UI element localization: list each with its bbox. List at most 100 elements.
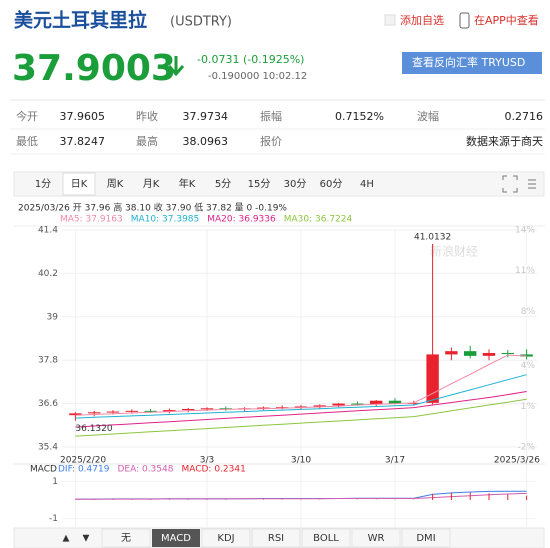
ma-line xyxy=(75,398,527,437)
y2-tick-label: 1% xyxy=(521,402,536,412)
period-tab[interactable]: 日K xyxy=(71,179,88,190)
stat-value: 0.2716 xyxy=(505,110,544,123)
stat-value: 37.9605 xyxy=(60,110,106,123)
indicator-tab[interactable] xyxy=(251,528,301,548)
y-tick-label: 37.8 xyxy=(38,356,58,366)
period-tab[interactable]: 月K xyxy=(143,178,160,190)
x-tick-label: 2025/3/26 xyxy=(494,456,540,466)
app-view[interactable]: 在APP中查看 xyxy=(474,13,539,27)
candle-body xyxy=(351,403,364,405)
indicator-tab[interactable] xyxy=(351,528,401,548)
stat-label: 最高 xyxy=(136,134,158,148)
y-tick-label: 36.6 xyxy=(38,399,58,409)
y2-tick-label: 4% xyxy=(521,361,536,371)
period-tab[interactable]: 年K xyxy=(179,177,196,190)
candle-body xyxy=(445,351,458,355)
tab-active[interactable] xyxy=(62,172,96,196)
candle-body xyxy=(200,408,214,410)
period-tab[interactable]: 4H xyxy=(360,179,374,190)
stat-value: 0.7152% xyxy=(335,110,384,123)
x-tick-label: 3/17 xyxy=(385,456,405,466)
candle-body xyxy=(294,406,308,408)
y-tick-label: -1 xyxy=(49,514,58,524)
indicator-tab-label[interactable]: MACD xyxy=(161,533,191,544)
fullscreen-icons[interactable] xyxy=(502,175,536,193)
sub-change: -0.190000 10:02.12 xyxy=(208,71,307,82)
reverse-button-text[interactable]: 查看反向汇率 TRYUSD xyxy=(412,55,525,69)
x-tick-label: 3/3 xyxy=(200,456,214,466)
candle-body xyxy=(520,354,533,357)
y-tick-label: 41.4 xyxy=(38,226,58,236)
period-tab[interactable]: 30分 xyxy=(284,178,307,190)
legend-entry: DIF: 0.4719 xyxy=(58,465,110,475)
candle-body xyxy=(501,352,515,355)
legend-entry: MA20: 36.9336 xyxy=(207,215,276,225)
candle-body xyxy=(125,410,139,412)
y2-tick-label: 8% xyxy=(521,307,536,317)
indicator-tab-active[interactable] xyxy=(152,529,200,547)
indicator-tab-label[interactable]: DMI xyxy=(416,533,435,544)
indicator-tab[interactable] xyxy=(301,528,351,548)
candle-body xyxy=(313,405,327,407)
indicator-tab[interactable] xyxy=(201,528,251,548)
stat-value: 38.0963 xyxy=(183,135,229,148)
stat-label: 昨收 xyxy=(136,109,158,123)
stat-value: 37.8247 xyxy=(60,135,106,148)
macd-title: MACD xyxy=(30,465,57,475)
stat-label: 报价 xyxy=(260,134,282,148)
ma-line xyxy=(75,354,527,416)
change: -0.0731 (-0.1925%) xyxy=(197,53,304,66)
period-tab[interactable]: 15分 xyxy=(248,178,271,190)
indicator-tab-label[interactable]: KDJ xyxy=(217,533,234,544)
ma-line xyxy=(75,391,527,428)
indicator-bar xyxy=(13,527,545,548)
candle-body xyxy=(257,407,270,409)
scroll-up[interactable]: ▲ xyxy=(63,534,70,544)
ma-line xyxy=(75,374,527,419)
stat-value: 37.9734 xyxy=(183,110,229,123)
watermark: 新浪财经 xyxy=(430,244,478,259)
indicator-tab-label[interactable]: 无 xyxy=(121,533,131,544)
legend-entry: MA5: 37.9163 xyxy=(60,215,123,225)
indicator-tab-label[interactable]: BOLL xyxy=(313,533,339,544)
y-tick-label: 40.2 xyxy=(38,269,58,279)
add-watch[interactable]: 添加自选 xyxy=(400,13,444,27)
candle-body xyxy=(275,407,289,409)
y2-tick-label: 11% xyxy=(515,266,535,276)
code: (USDTRY) xyxy=(170,15,232,30)
checkbox-icon[interactable] xyxy=(384,14,396,26)
min-label: 36.1320 xyxy=(75,424,112,434)
y-tick-label: 35.4 xyxy=(38,443,58,453)
candle-body xyxy=(369,400,383,405)
price: 37.9003 xyxy=(12,48,176,89)
y-tick-label: 1 xyxy=(52,477,58,487)
period-tab[interactable]: 1分 xyxy=(35,178,51,190)
candle-body xyxy=(463,351,477,356)
max-label: 41.0132 xyxy=(414,232,451,242)
indicator-tab[interactable] xyxy=(401,528,451,548)
candle-body xyxy=(163,410,176,412)
indicator-tab-label[interactable]: RSI xyxy=(268,533,284,544)
reverse-button[interactable] xyxy=(402,52,542,74)
down-arrow xyxy=(167,56,185,77)
legend-entry: DEA: 0.3548 xyxy=(117,465,173,475)
x-tick-label: 3/10 xyxy=(291,456,311,466)
candle-body xyxy=(388,400,402,404)
title: 美元土耳其里拉 xyxy=(14,9,147,32)
stat-label: 振幅 xyxy=(260,109,282,123)
indicator-tab-label[interactable]: WR xyxy=(368,533,385,544)
indicator-tab[interactable] xyxy=(101,528,151,548)
info-line: 2025/03/26 开 37.96 高 38.10 收 37.90 低 37.… xyxy=(18,202,287,214)
candle-body xyxy=(106,411,120,413)
legend-entry: MA30: 36.7224 xyxy=(284,215,353,225)
legend-entry: MACD: 0.2341 xyxy=(181,465,245,475)
period-tab[interactable]: 60分 xyxy=(320,178,343,190)
y-tick-label: 39 xyxy=(47,312,59,322)
scroll-down[interactable]: ▼ xyxy=(83,534,90,544)
phone-icon xyxy=(459,12,470,29)
period-tab[interactable]: 周K xyxy=(107,178,124,190)
candle-body xyxy=(144,410,157,412)
period-tab[interactable]: 5分 xyxy=(215,178,231,190)
